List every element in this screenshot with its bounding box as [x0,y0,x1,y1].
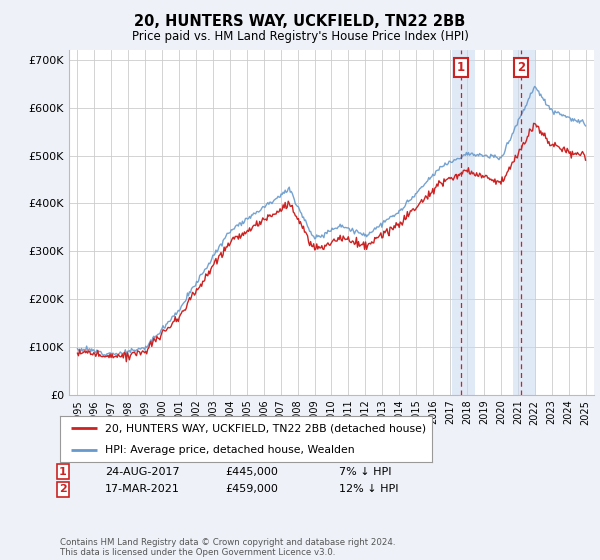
Bar [513,50,535,395]
Text: £459,000: £459,000 [225,484,278,494]
Text: 2: 2 [59,484,67,494]
Text: 1: 1 [457,60,465,74]
Bar [452,50,475,395]
Text: 20, HUNTERS WAY, UCKFIELD, TN22 2BB (detached house): 20, HUNTERS WAY, UCKFIELD, TN22 2BB (det… [104,423,426,433]
Text: 17-MAR-2021: 17-MAR-2021 [105,484,180,494]
Text: 24-AUG-2017: 24-AUG-2017 [105,466,179,477]
Text: £445,000: £445,000 [225,466,278,477]
Text: Price paid vs. HM Land Registry's House Price Index (HPI): Price paid vs. HM Land Registry's House … [131,30,469,43]
Text: 20, HUNTERS WAY, UCKFIELD, TN22 2BB: 20, HUNTERS WAY, UCKFIELD, TN22 2BB [134,14,466,29]
Text: 12% ↓ HPI: 12% ↓ HPI [339,484,398,494]
Text: 2: 2 [517,60,526,74]
Text: 7% ↓ HPI: 7% ↓ HPI [339,466,391,477]
Text: HPI: Average price, detached house, Wealden: HPI: Average price, detached house, Weal… [104,445,354,455]
Text: Contains HM Land Registry data © Crown copyright and database right 2024.
This d: Contains HM Land Registry data © Crown c… [60,538,395,557]
Text: 1: 1 [59,466,67,477]
